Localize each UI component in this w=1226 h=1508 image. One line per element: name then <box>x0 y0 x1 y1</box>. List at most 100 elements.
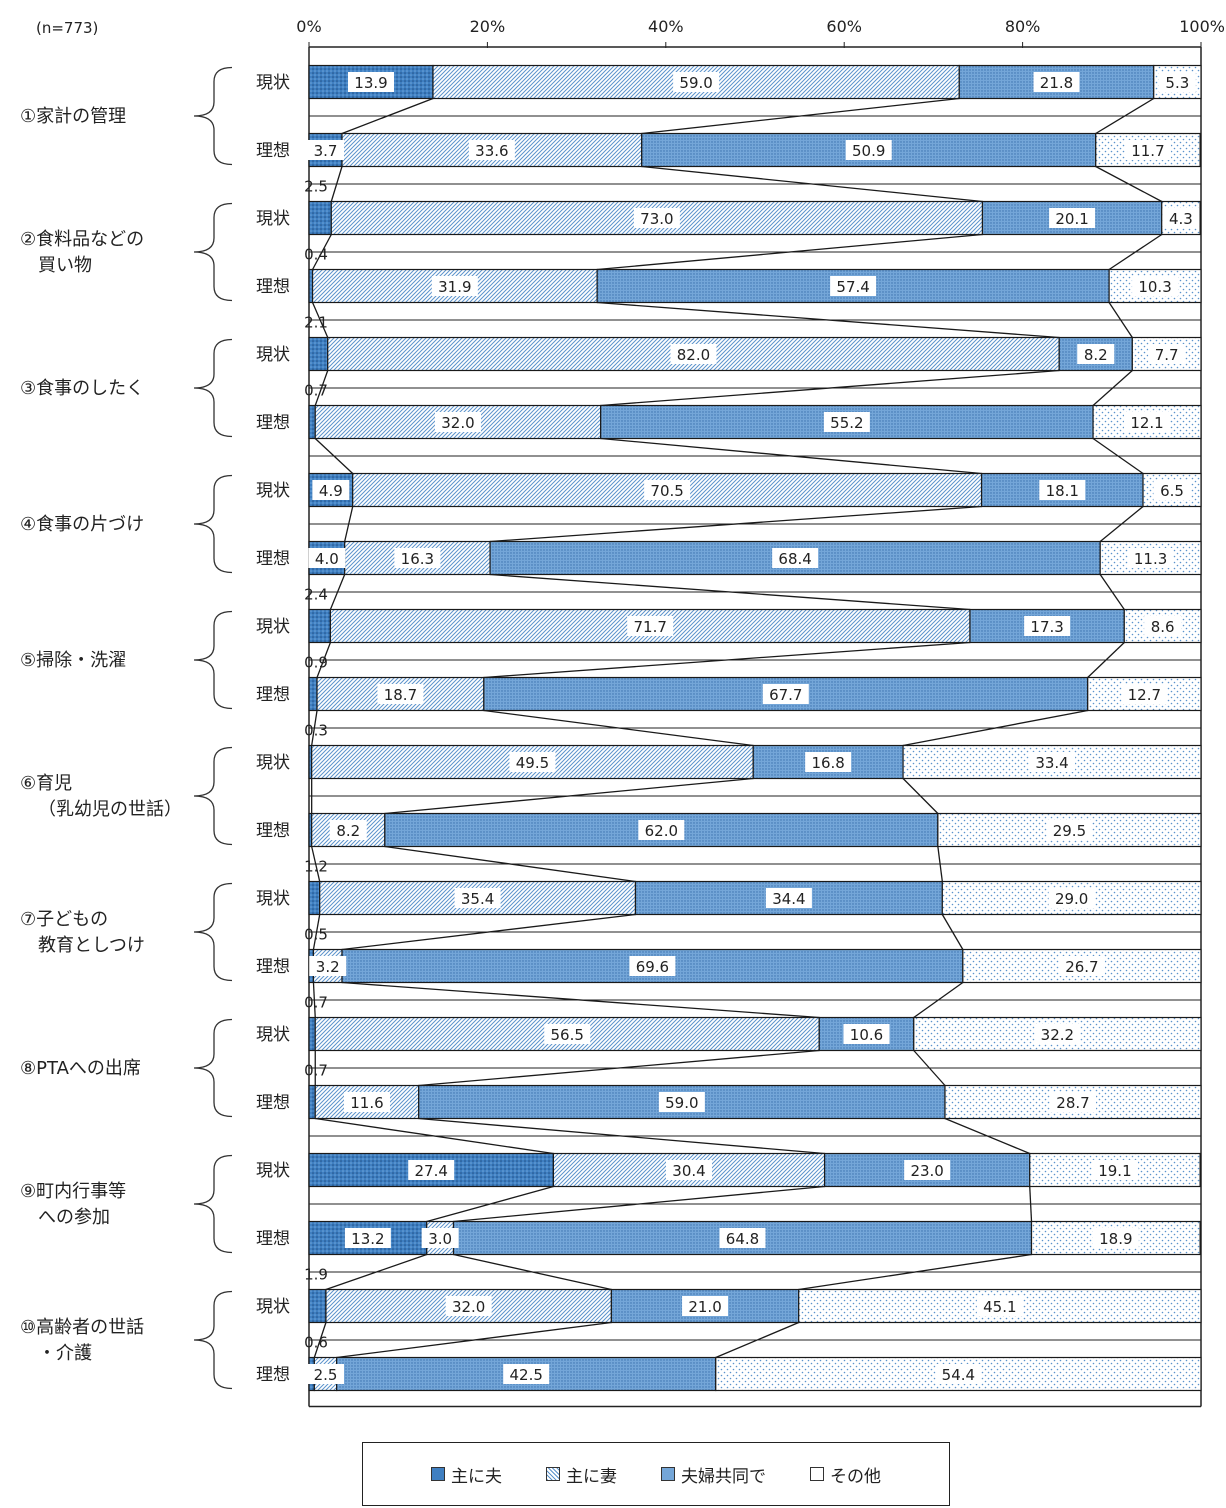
data-label-bg <box>830 276 877 296</box>
data-label: 62.0 <box>645 822 678 840</box>
data-label-bg <box>308 548 346 568</box>
data-label-bg <box>421 1228 459 1248</box>
connector-line <box>715 1321 799 1359</box>
connector-line <box>426 1185 554 1223</box>
data-label-bg <box>935 1364 982 1384</box>
connector-line <box>418 1117 825 1155</box>
legend-item: 主に夫 <box>431 1462 502 1487</box>
bar-segment <box>308 1288 327 1324</box>
data-label-bg <box>1127 548 1174 568</box>
data-label: 3.7 <box>314 142 338 160</box>
data-label: 68.4 <box>778 550 811 568</box>
data-label-bg <box>1034 1024 1081 1044</box>
data-label-bg <box>772 548 819 568</box>
data-label: 69.6 <box>636 958 669 976</box>
connector-line <box>483 709 754 747</box>
data-label: 11.3 <box>1134 550 1167 568</box>
bar-segment <box>308 200 332 236</box>
data-label: 10.3 <box>1138 278 1171 296</box>
connector-line <box>384 845 636 883</box>
data-label: 32.2 <box>1041 1026 1074 1044</box>
data-label-bg <box>307 1364 345 1384</box>
group-label: ⑤掃除・洗濯 <box>20 650 126 671</box>
data-label: 31.9 <box>438 278 471 296</box>
row-label: 理想 <box>256 1365 290 1385</box>
data-label-bg <box>1039 480 1086 500</box>
row-label: 理想 <box>256 685 290 705</box>
connector-line <box>341 97 434 135</box>
group-label: 買い物 <box>38 255 92 276</box>
data-label: 13.2 <box>351 1230 384 1248</box>
data-label-bg <box>434 412 481 432</box>
bar-segment <box>308 608 332 644</box>
group-label: への参加 <box>38 1207 110 1228</box>
bar-segment <box>308 404 316 440</box>
data-label: 11.6 <box>350 1094 383 1112</box>
data-label-bg <box>1049 1092 1096 1112</box>
connector-line <box>344 506 354 542</box>
connector-line <box>1092 370 1133 406</box>
data-label-bg <box>1124 412 1171 432</box>
data-label: 6.5 <box>1160 482 1184 500</box>
legend-swatch <box>431 1467 445 1481</box>
data-label: 2.1 <box>304 314 328 332</box>
x-tick-label: 0% <box>296 17 321 36</box>
data-label: 20.1 <box>1055 210 1088 228</box>
row-label: 現状 <box>256 209 290 229</box>
connector-line <box>1087 642 1125 678</box>
connector-line <box>597 233 983 271</box>
data-label: 50.9 <box>852 142 885 160</box>
connector-line <box>311 302 329 338</box>
connector-line <box>330 166 343 202</box>
data-label: 18.1 <box>1046 482 1079 500</box>
data-label: 2.5 <box>314 1366 338 1384</box>
connector-line <box>329 574 346 610</box>
connector-line <box>311 846 321 882</box>
data-label: 4.0 <box>315 550 339 568</box>
connector-line <box>384 777 754 815</box>
data-label: 56.5 <box>551 1026 584 1044</box>
row-label: 理想 <box>256 1229 290 1249</box>
connector-line <box>490 573 971 611</box>
row-label: 理想 <box>256 1093 290 1113</box>
data-label: 8.6 <box>1151 618 1175 636</box>
x-tick-label: 20% <box>470 17 506 36</box>
bar-segment <box>308 1016 316 1052</box>
data-label: 18.7 <box>384 686 417 704</box>
x-tick-label: 80% <box>1005 17 1041 36</box>
group-label: ⑥育児 <box>20 773 72 794</box>
row-label: 理想 <box>256 141 290 161</box>
data-label-bg <box>845 140 892 160</box>
group-label: ⑧PTAへの出席 <box>20 1058 141 1079</box>
connector-line <box>314 370 329 406</box>
connector-line <box>490 505 982 543</box>
data-label: 28.7 <box>1056 1094 1089 1112</box>
connector-line <box>341 981 820 1019</box>
connector-line <box>325 1253 427 1291</box>
data-label-bg <box>1148 344 1186 364</box>
data-label-bg <box>638 820 685 840</box>
data-label-bg <box>1124 140 1171 160</box>
data-label: 45.1 <box>983 1298 1016 1316</box>
connector-line <box>937 846 943 882</box>
data-label-bg <box>627 616 674 636</box>
connector-line <box>798 1253 1032 1291</box>
data-label-bg <box>1144 616 1182 636</box>
row-label: 理想 <box>256 821 290 841</box>
data-label-bg <box>823 412 870 432</box>
data-label: 23.0 <box>910 1162 943 1180</box>
connector-line <box>453 1185 825 1223</box>
row-label: 現状 <box>256 73 290 93</box>
data-label-bg <box>805 752 852 772</box>
group-label: ②食料品などの <box>20 229 144 250</box>
data-label-bg <box>658 1092 705 1112</box>
connector-line <box>1092 437 1144 475</box>
group-label: ⑨町内行事等 <box>20 1181 126 1202</box>
data-label: 0.3 <box>304 722 328 740</box>
connector-line <box>315 1117 554 1155</box>
data-label: 34.4 <box>772 890 805 908</box>
data-label: 71.7 <box>633 618 666 636</box>
data-label-bg <box>1058 956 1105 976</box>
data-label: 32.0 <box>441 414 474 432</box>
